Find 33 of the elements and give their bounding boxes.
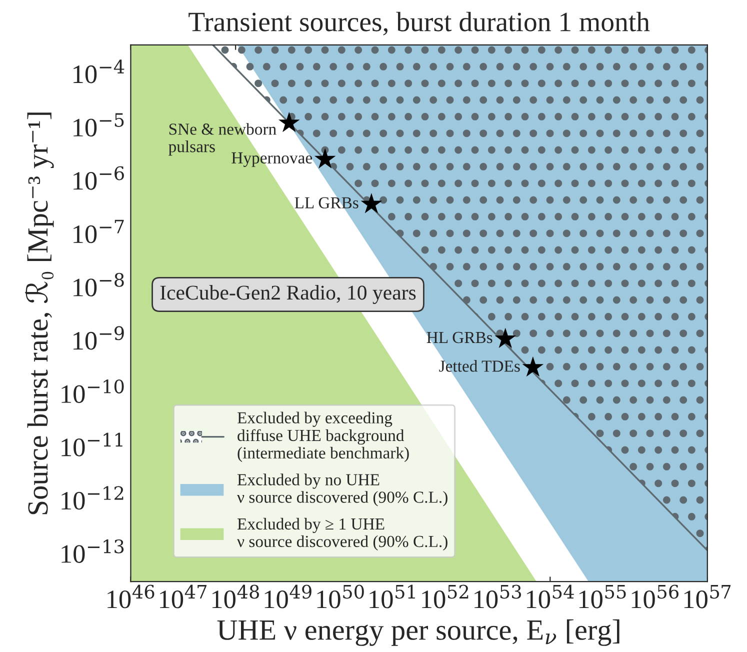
legend-label: Excluded by ≥ 1 UHE ν source discovered (90% C.L.) [237, 518, 448, 550]
x-tick-label: 10$^{49}$ [264, 584, 312, 608]
x-tick-label: 10$^{54}$ [526, 584, 574, 608]
x-tick-label: 10$^{52}$ [422, 584, 468, 608]
y-tick-label: 10$^{−4}$ [74, 60, 124, 84]
x-tick-label: 10$^{51}$ [370, 584, 415, 608]
y-tick-label: 10$^{−10}$ [62, 379, 124, 404]
legend-label: Excluded by no UHE ν source discovered (90% C.L.) [237, 474, 448, 506]
y-tick-label: 10$^{−12}$ [62, 486, 124, 510]
legend-label: Excluded by exceeding diffuse UHE background (intermediate benchmark) [237, 412, 409, 462]
x-tick-label: 10$^{56}$ [632, 584, 678, 608]
y-axis-title: Source burst rate, ℛ₀ [Mpc⁻³ yr⁻¹] [24, 112, 54, 514]
x-tick-label: 10$^{55}$ [579, 585, 626, 608]
y-tick-label: 10$^{−11}$ [62, 432, 122, 456]
y-tick-label: 10$^{−7}$ [74, 220, 124, 244]
x-tick-label: 10$^{47}$ [160, 584, 206, 608]
y-tick-label: 10$^{−6}$ [74, 166, 124, 190]
annotation: Jetted TDEs [439, 360, 520, 372]
y-tick-label: 10$^{−13}$ [62, 539, 124, 563]
annotation: HL GRBs [426, 332, 492, 344]
chart-title: Transient sources, burst duration 1 month [188, 12, 650, 36]
annotation: IceCube-Gen2 Radio, 10 years [160, 285, 416, 304]
x-tick-label: 10$^{48}$ [212, 584, 259, 608]
x-tick-label: 10$^{57}$ [684, 585, 731, 608]
annotation: Hypernovae [232, 152, 312, 167]
x-axis-title: UHE ν energy per source, E$_{ν}$ [erg] [217, 619, 620, 646]
y-tick-label: 10$^{−9}$ [74, 326, 124, 350]
x-tick-label: 10$^{53}$ [474, 584, 522, 608]
x-tick-label: 10$^{50}$ [317, 584, 364, 608]
y-tick-label: 10$^{−8}$ [74, 272, 124, 296]
annotation: LL GRBs [294, 197, 358, 208]
x-tick-label: 10$^{46}$ [108, 584, 154, 608]
y-tick-label: 10$^{−5}$ [74, 113, 124, 137]
